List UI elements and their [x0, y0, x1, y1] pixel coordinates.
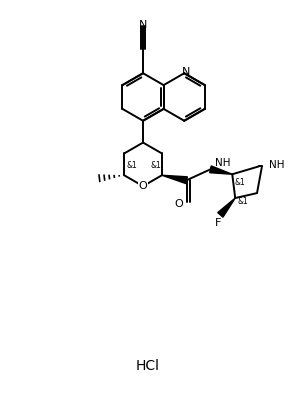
- Text: HCl: HCl: [136, 360, 160, 373]
- Text: NH: NH: [215, 158, 231, 168]
- Text: &1: &1: [126, 161, 137, 170]
- Text: F: F: [215, 218, 222, 228]
- Text: NH: NH: [269, 160, 284, 170]
- Text: O: O: [174, 199, 183, 209]
- Text: &1: &1: [234, 178, 245, 187]
- Text: N: N: [139, 20, 147, 29]
- Text: &1: &1: [237, 196, 248, 206]
- Polygon shape: [218, 198, 235, 217]
- Polygon shape: [162, 175, 187, 183]
- Text: &1: &1: [150, 161, 161, 170]
- Text: N: N: [182, 67, 190, 77]
- Polygon shape: [210, 166, 232, 174]
- Text: O: O: [139, 181, 148, 191]
